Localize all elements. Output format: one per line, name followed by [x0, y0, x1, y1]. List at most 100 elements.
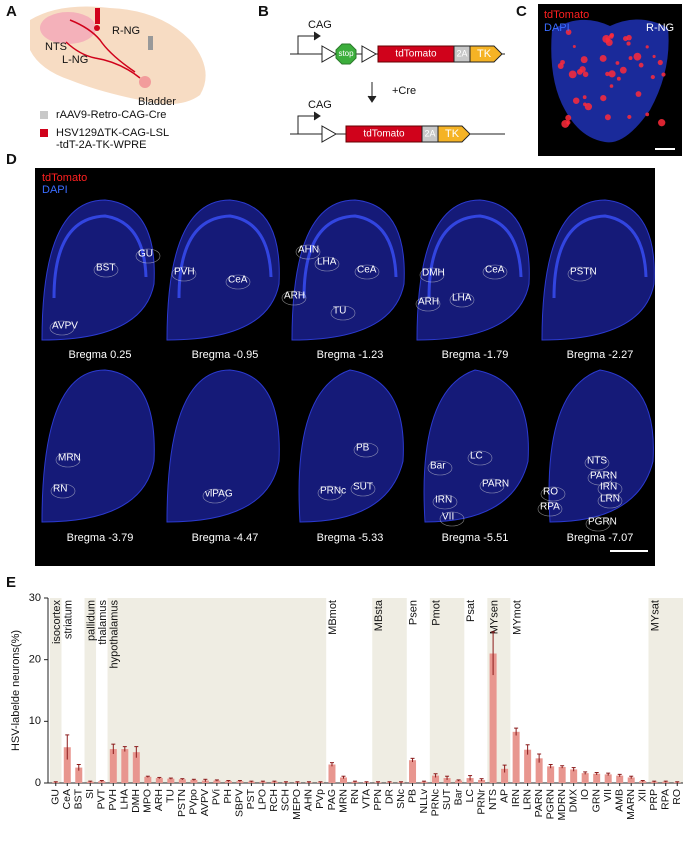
region-label: NTS	[587, 456, 607, 467]
legend-label: rAAV9-Retro-CAG-Cre	[56, 109, 166, 121]
cell	[645, 45, 649, 49]
x-tick-label: PRNc	[429, 789, 441, 816]
bar-chart: isocortex striatum pallidum thalamus hypotha…	[10, 592, 683, 821]
bar	[178, 779, 186, 783]
stop-label: stop	[338, 49, 354, 58]
brain-slice	[41, 369, 155, 523]
region-label: VII	[442, 512, 454, 523]
cortex-layer	[52, 214, 148, 299]
region-outline	[330, 305, 356, 321]
group-band	[648, 598, 683, 783]
y-axis-label: HSV-labelde neurons(%)	[10, 630, 22, 751]
panel-label: B	[258, 3, 269, 20]
legend-label: HSV129ΔTK-CAG-LSL	[56, 127, 169, 139]
channel-label: tdTomato	[544, 9, 589, 21]
cell	[633, 52, 642, 61]
x-tick-label: PVT	[96, 788, 108, 809]
x-tick-label: CeA	[61, 789, 73, 809]
x-tick-label: IRN	[510, 789, 522, 807]
x-tick-label: ARH	[153, 789, 165, 811]
legend-label: -tdT-2A-TK-WPRE	[56, 139, 146, 151]
bar	[167, 778, 175, 783]
panel-label: D	[6, 151, 17, 168]
region-outline	[427, 460, 453, 476]
group-label: Pmot	[431, 600, 443, 626]
bar	[639, 781, 647, 783]
region-label: PVH	[174, 267, 195, 278]
region-label: MRN	[58, 453, 81, 464]
region-label: GU	[138, 249, 153, 260]
group-label: MYsat	[649, 600, 661, 631]
x-tick-label: XII	[636, 789, 648, 802]
cell	[579, 66, 586, 73]
bar	[535, 758, 543, 783]
x-tick-label: RO	[671, 789, 683, 805]
labeled-cells	[557, 29, 666, 128]
cell	[600, 94, 607, 102]
slice-caption: Bregma -1.23	[317, 349, 384, 361]
x-tick-label: RPA	[660, 789, 672, 810]
region-label: ARH	[284, 291, 305, 302]
group-label: pallidum	[85, 600, 97, 641]
annotation: +Cre	[392, 85, 416, 97]
x-tick-label: MRN	[337, 789, 349, 813]
x-tick-label: RCH	[268, 789, 280, 812]
region-label: CeA	[485, 265, 505, 276]
region-outline	[537, 501, 563, 517]
region-label: CeA	[357, 265, 377, 276]
x-tick-label: Bar	[452, 789, 464, 806]
region-label: PSTN	[570, 267, 597, 278]
region-label: LRN	[600, 494, 620, 505]
region-label: RPA	[540, 502, 560, 513]
panel-label: E	[6, 574, 16, 591]
x-tick-label: NTS	[487, 789, 499, 810]
region-label: PB	[356, 443, 370, 454]
region-outline	[540, 486, 566, 502]
x-tick-label: MARN	[625, 789, 637, 820]
group-label: MBsta	[373, 599, 385, 631]
x-tick-label: PRP	[648, 789, 660, 811]
group-label: hypothalamus	[108, 600, 120, 669]
bar	[455, 780, 463, 783]
region-label: PARN	[482, 479, 509, 490]
bar	[501, 768, 509, 783]
legend: rAAV9-Retro-CAG-Cre HSV129ΔTK-CAG-LSL-tdT…	[40, 109, 169, 151]
ganglion	[551, 19, 669, 143]
x-tick-label: VII	[602, 789, 614, 802]
bar	[75, 767, 83, 783]
cell	[658, 119, 666, 127]
bar	[558, 766, 566, 783]
bar	[224, 781, 232, 783]
channel-label: DAPI	[42, 184, 68, 196]
slice-caption: Bregma -4.47	[192, 532, 259, 544]
bar	[547, 766, 555, 783]
group-label: MYmot	[511, 600, 523, 635]
slice-caption: Bregma -5.51	[442, 532, 509, 544]
region-label: TU	[333, 306, 346, 317]
bar	[478, 779, 486, 783]
y-tick-label: 0	[35, 777, 41, 789]
region-label: PARN	[590, 471, 617, 482]
bar	[570, 769, 578, 783]
region-label: RN	[53, 484, 67, 495]
cell	[616, 76, 621, 81]
region-outline	[202, 488, 228, 504]
brain-slice	[298, 369, 404, 523]
x-tick-label: LC	[464, 789, 476, 803]
region-label: RO	[543, 487, 558, 498]
region-label: BST	[96, 263, 115, 274]
region-outline	[584, 455, 610, 471]
x-tick-label: NLLv	[418, 788, 430, 813]
legend-swatch	[40, 129, 48, 137]
group-label: striatum	[62, 600, 74, 639]
cell	[628, 56, 633, 61]
channel-label: DAPI	[544, 22, 570, 34]
brain-slice	[548, 369, 654, 523]
bar	[581, 773, 589, 783]
bar	[627, 777, 635, 783]
x-tick-label: DMH	[130, 789, 142, 813]
cell	[661, 72, 666, 77]
cell	[645, 112, 650, 117]
group-band	[50, 598, 62, 783]
